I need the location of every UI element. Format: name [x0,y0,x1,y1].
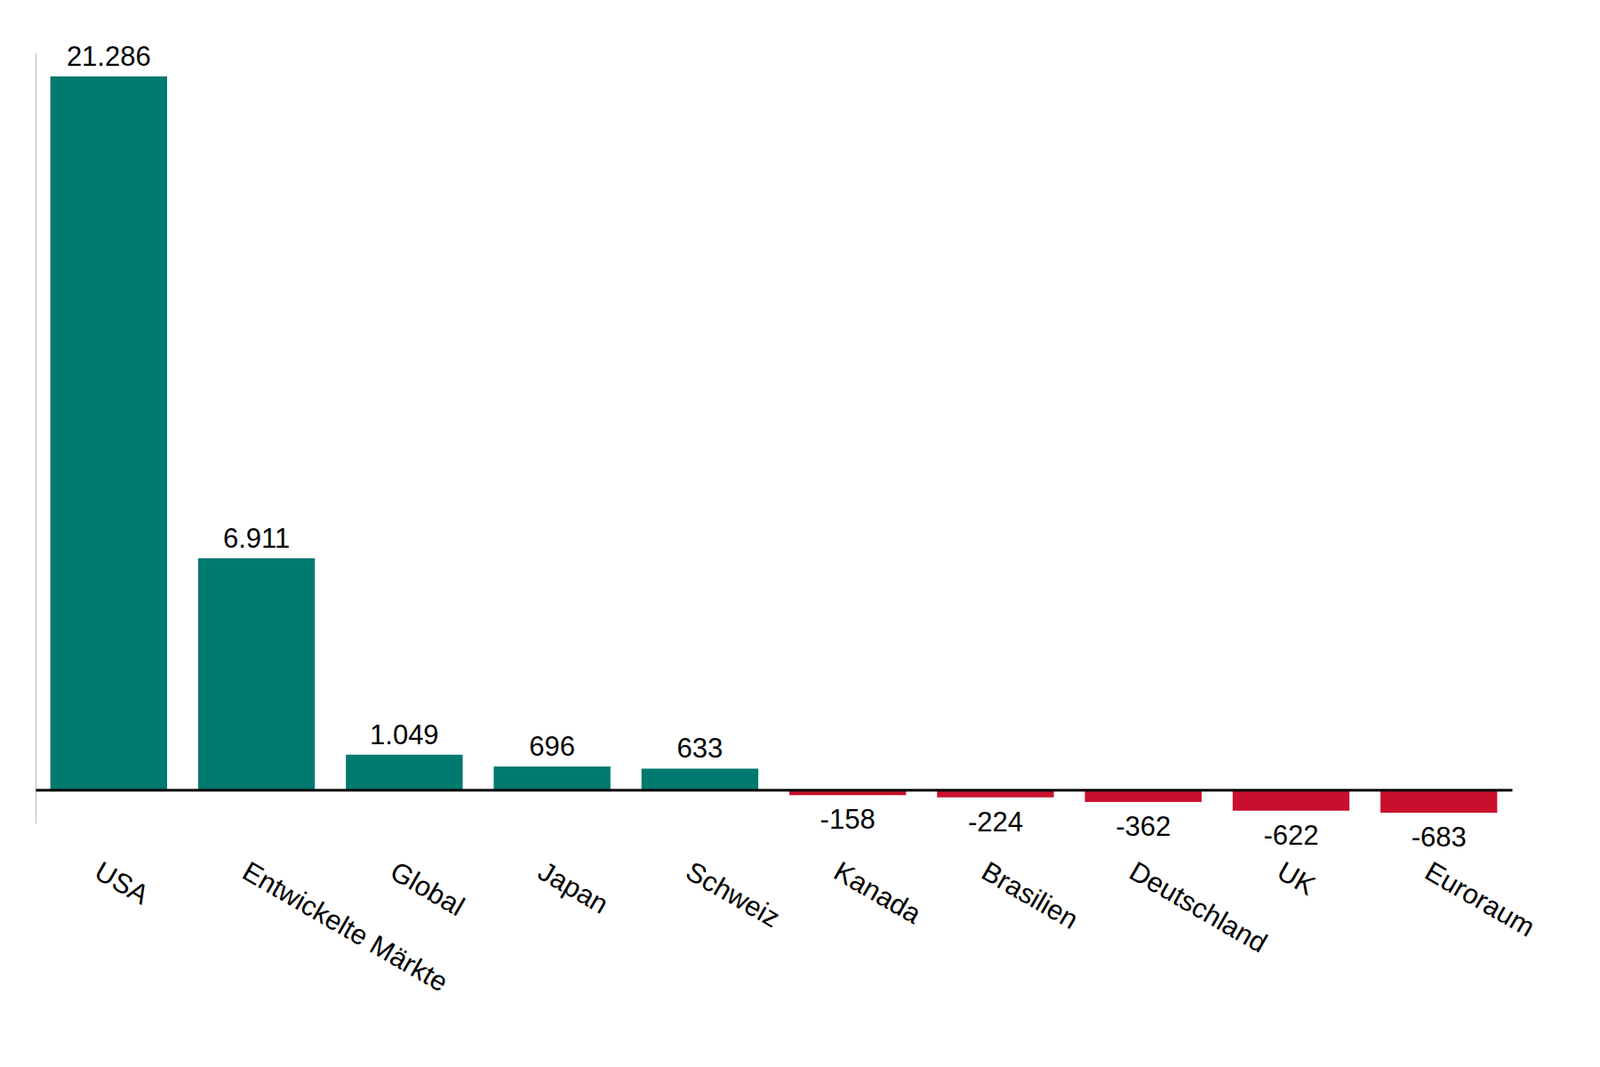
x-tick-label: USA [89,855,155,911]
y-axis [35,53,38,824]
data-label: 633 [676,732,723,764]
data-label: 696 [528,730,576,762]
bar [1084,789,1201,802]
bar [198,558,315,791]
data-label: -224 [968,806,1024,838]
x-axis-line [36,788,1513,792]
data-label: -362 [1115,810,1171,842]
x-tick: Schweiz [680,789,785,934]
x-axis: USAEntwickelte MärkteGlobalJapanSchweizK… [36,789,1541,998]
data-label: -683 [1411,821,1467,853]
x-tick-label: Japan [533,855,615,920]
data-labels: 21.286 6.911 1.049 696 633 -158 -224 -362 -622 -6… [66,40,1467,853]
x-tick: Global [384,789,470,922]
x-tick: Euroraum [1419,789,1540,943]
data-label: 21.286 [66,40,152,72]
data-label: -158 [820,803,876,835]
data-label: 6.911 [223,522,290,554]
x-tick-label: Kanada [828,855,928,930]
bar [50,76,168,790]
bar [1232,789,1350,810]
x-tick-label: Global [384,855,470,922]
x-tick-label: Deutschland [1124,855,1273,959]
x-tick-label: Euroraum [1419,855,1540,943]
x-tick-label: Schweiz [680,855,785,934]
x-tick: USA [89,789,155,911]
x-tick-label: Brasilien [976,855,1083,936]
bars [50,76,1498,813]
bar [493,766,610,790]
bar [1380,789,1497,813]
x-tick: Japan [533,789,615,920]
data-label: -622 [1263,819,1319,851]
bar [345,754,463,791]
data-label: 1.049 [369,719,440,751]
bar [641,768,759,790]
chart: USAEntwickelte MärkteGlobalJapanSchweizK… [0,0,1600,1067]
x-tick-label: UK [1272,855,1321,902]
y-axis-line [35,53,37,824]
